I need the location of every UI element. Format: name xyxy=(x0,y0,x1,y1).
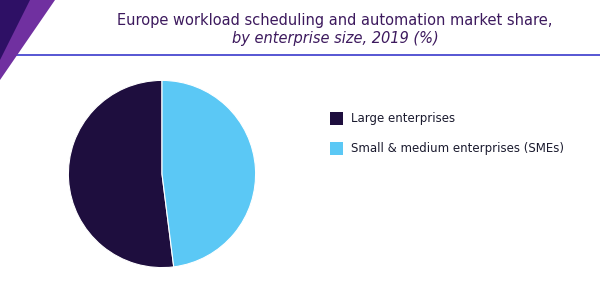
FancyBboxPatch shape xyxy=(330,112,343,125)
Text: Small & medium enterprises (SMEs): Small & medium enterprises (SMEs) xyxy=(351,142,564,155)
Text: Europe workload scheduling and automation market share,: Europe workload scheduling and automatio… xyxy=(118,13,553,28)
Text: by enterprise size, 2019 (%): by enterprise size, 2019 (%) xyxy=(232,31,439,46)
Text: Large enterprises: Large enterprises xyxy=(351,112,455,125)
FancyBboxPatch shape xyxy=(330,142,343,155)
Polygon shape xyxy=(0,0,55,80)
Polygon shape xyxy=(0,0,30,60)
Wedge shape xyxy=(68,80,174,268)
Wedge shape xyxy=(162,80,256,267)
